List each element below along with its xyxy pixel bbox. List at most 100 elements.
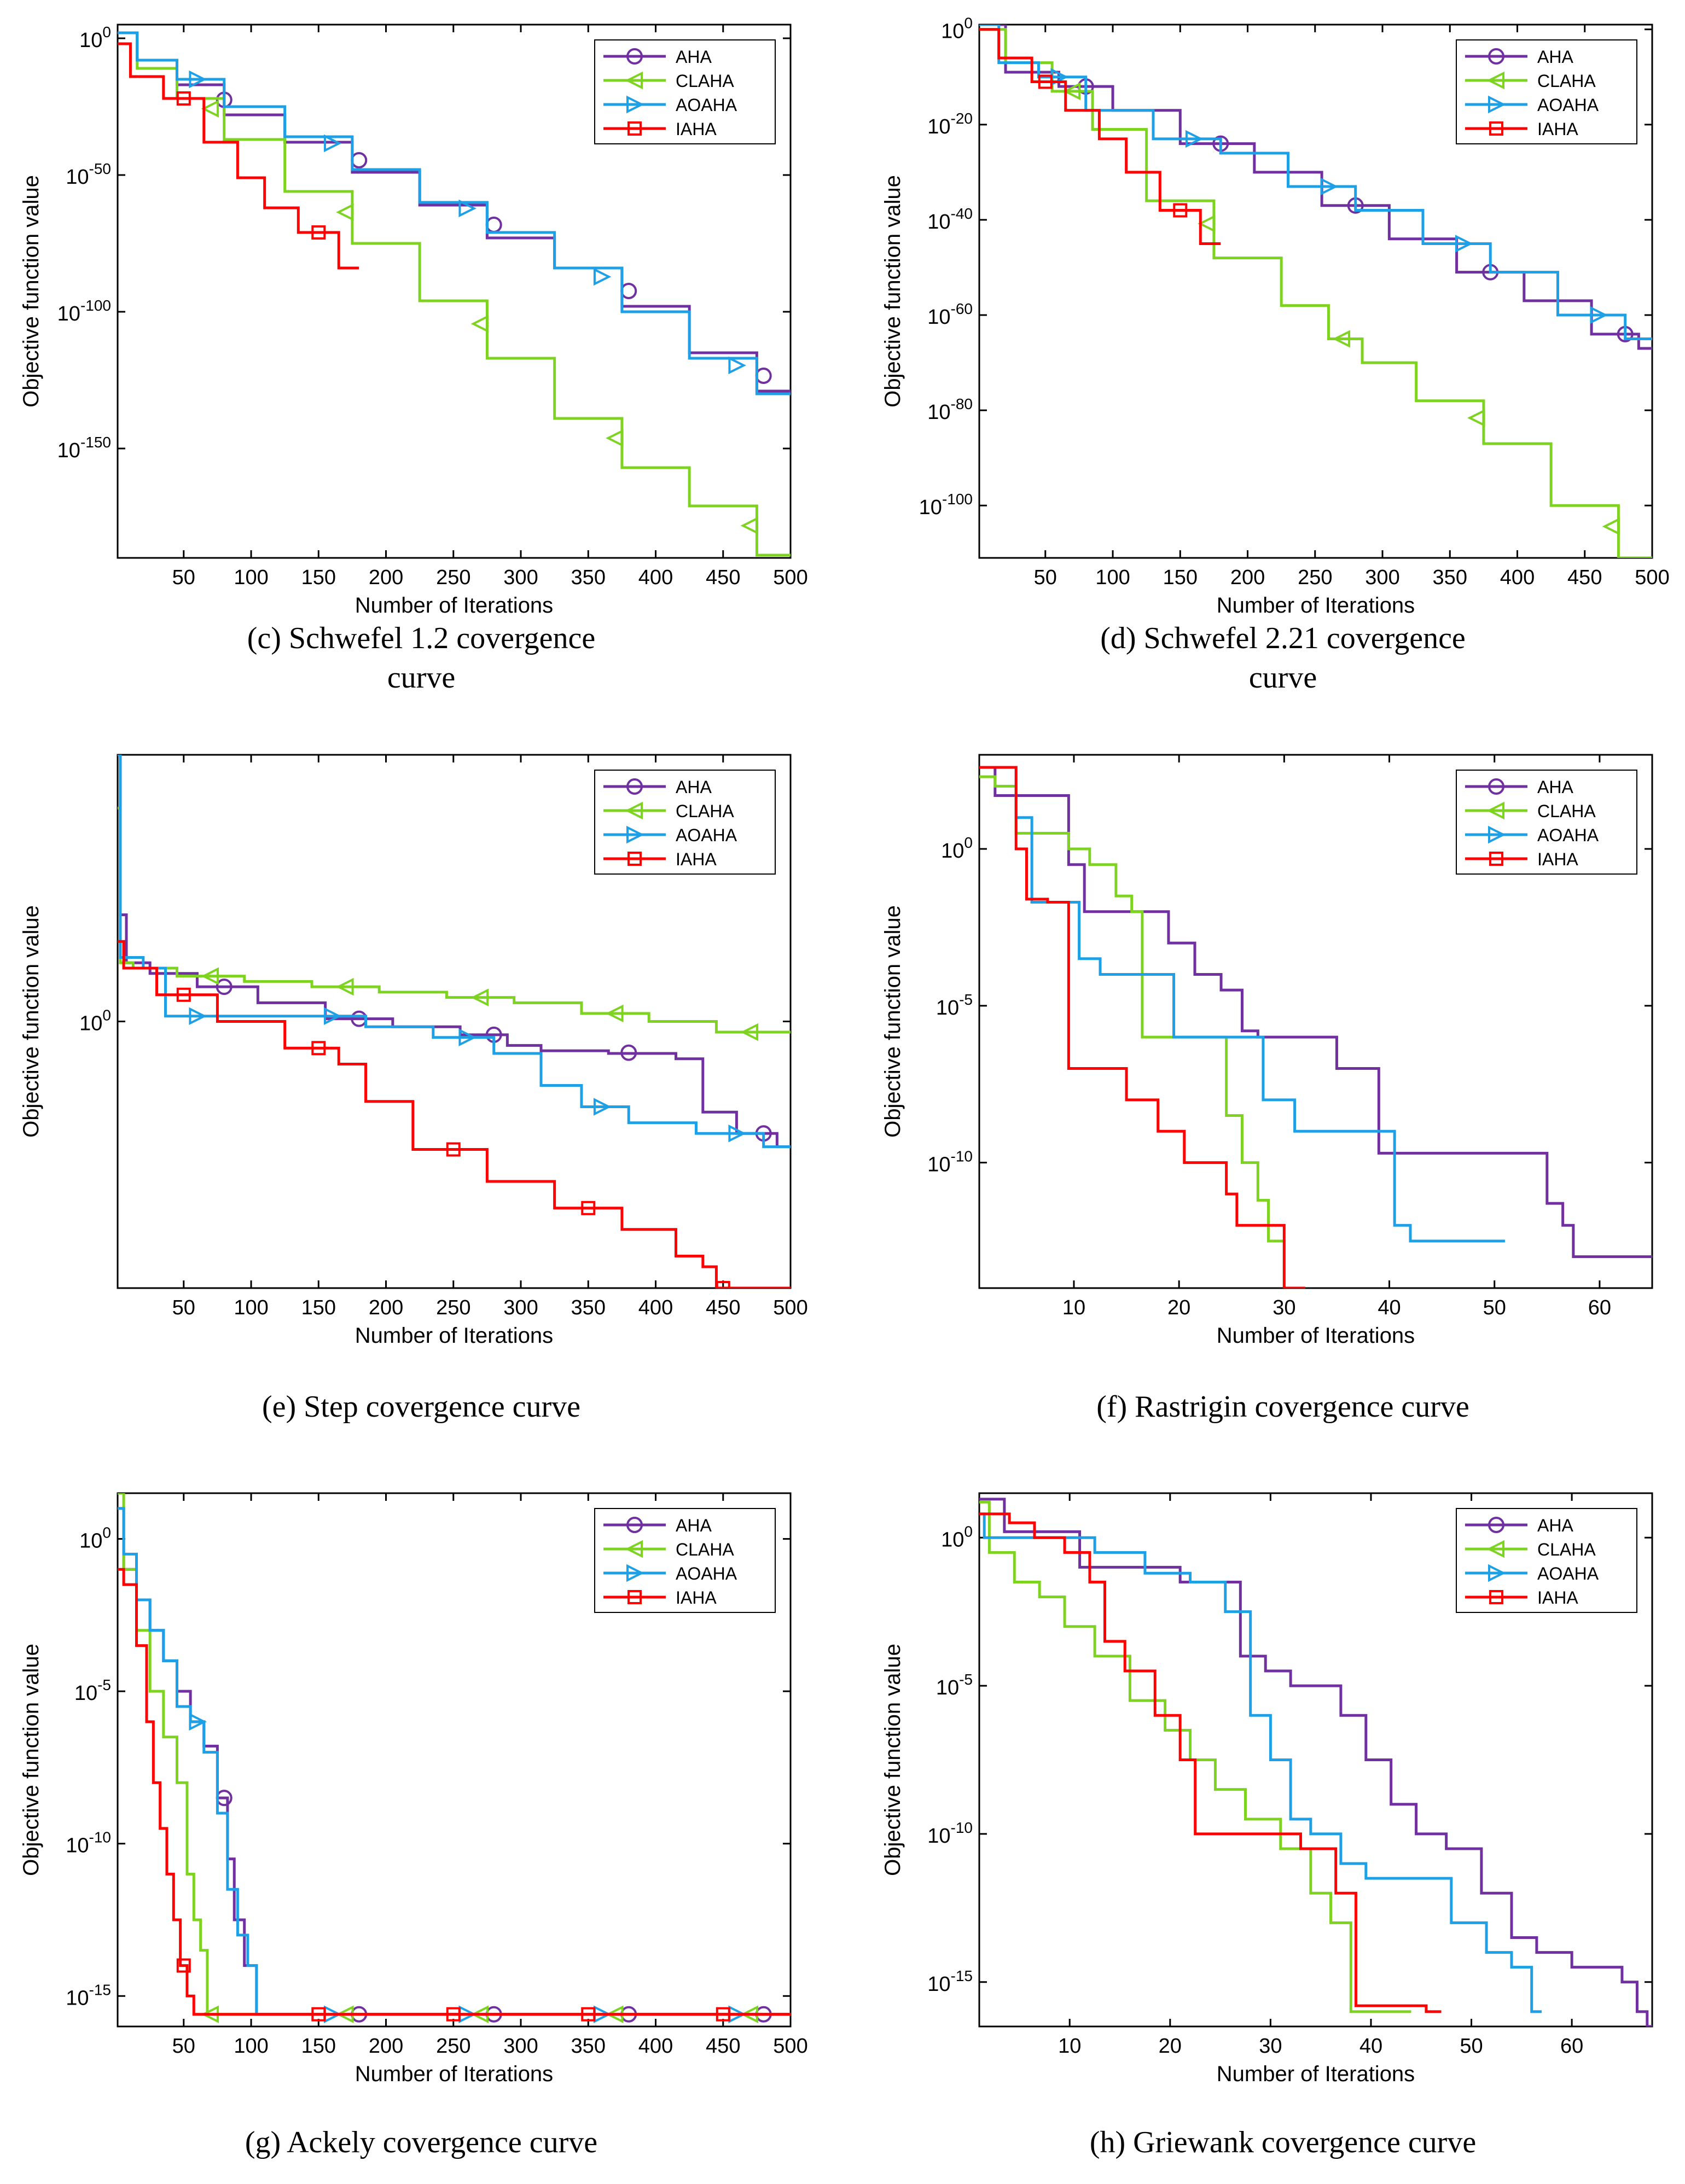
x-tick-label: 500	[773, 2035, 807, 2058]
series-marker-claha	[1062, 82, 1081, 101]
legend-label-claha: CLAHA	[676, 71, 734, 91]
legend-label-claha: CLAHA	[1537, 801, 1596, 821]
legend-label-aha: AHA	[1537, 47, 1573, 67]
legend-marker-aoaha	[626, 825, 644, 844]
legend-label-aha: AHA	[676, 1516, 712, 1535]
legend-marker-aoaha	[626, 95, 644, 114]
series-line-iaha	[118, 940, 791, 1288]
series-marker-claha	[470, 315, 489, 333]
series-marker-iaha	[446, 1142, 461, 1157]
x-tick-label: 50	[1034, 566, 1057, 589]
x-tick-label: 300	[503, 1296, 538, 1319]
x-tick-label: 300	[503, 2035, 538, 2058]
legend-label-iaha: IAHA	[1537, 849, 1578, 869]
series-marker-iaha	[1038, 74, 1053, 89]
series-marker-aoaha	[593, 267, 612, 286]
chart-caption: curve	[1249, 661, 1317, 695]
legend-marker-claha	[1486, 71, 1504, 90]
series-marker-aoaha	[323, 134, 342, 153]
y-axis-label: Objective function value	[19, 1644, 43, 1876]
y-tick-label: 10-5	[936, 1671, 973, 1699]
x-tick-label: 450	[1567, 566, 1602, 589]
series-line-aoaha	[979, 25, 1652, 341]
series-line-iaha	[979, 28, 1221, 245]
series-group	[118, 31, 791, 557]
series-marker-claha	[1467, 409, 1485, 427]
legend-marker-claha	[1486, 801, 1504, 820]
x-tick-label: 60	[1560, 2035, 1583, 2058]
chart-g: 50 100 150 200 250 300 350 400 450 500 100 10-5 10-1…	[19, 1492, 808, 2159]
legend-marker-iaha	[627, 121, 642, 136]
legend-label-claha: CLAHA	[1537, 1540, 1596, 1559]
chart-caption: curve	[387, 661, 455, 695]
series-line-aoaha	[979, 1512, 1542, 2013]
chart-f: 10 20 30 40 50 60 100 10-5 10-10 Number of Iterat…	[881, 754, 1653, 1424]
x-tick-label: 100	[1095, 566, 1130, 589]
y-tick-label: 10-5	[936, 991, 973, 1020]
x-tick-label: 20	[1167, 1296, 1190, 1319]
legend-marker-iaha	[1489, 852, 1503, 866]
x-tick-label: 100	[234, 1296, 268, 1319]
x-axis-label: Number of Iterations	[355, 593, 553, 618]
series-marker-claha	[336, 203, 354, 222]
series-marker-claha	[470, 988, 489, 1006]
y-tick-label: 100	[941, 834, 973, 863]
series-marker-claha	[740, 516, 759, 535]
series-marker-aoaha	[728, 356, 746, 375]
series-marker-claha	[740, 1023, 759, 1041]
legend-marker-claha	[625, 1540, 643, 1558]
legend-label-aha: AHA	[1537, 1516, 1573, 1535]
legend-marker-iaha	[627, 852, 642, 866]
legend: AHA CLAHA AOAHA IAHA	[594, 1508, 776, 1613]
x-tick-label: 30	[1273, 1296, 1295, 1319]
x-tick-label: 400	[638, 2035, 673, 2058]
chart-c: 50 100 150 200 250 300 350 400 450 500 100 10-50 10-…	[19, 24, 808, 695]
y-axis-label: Objective function value	[881, 1644, 905, 1876]
x-tick-label: 20	[1159, 2035, 1182, 2058]
x-axis-label: Number of Iterations	[1217, 593, 1415, 618]
series-marker-claha	[201, 967, 219, 985]
series-marker-claha	[1602, 517, 1620, 535]
x-tick-label: 150	[301, 566, 336, 589]
series-marker-aoaha	[1455, 235, 1473, 253]
y-axis-label: Objective function value	[19, 905, 43, 1138]
series-marker-iaha	[1173, 203, 1188, 218]
series-marker-aoaha	[1590, 306, 1608, 324]
series-line-iaha	[118, 1568, 791, 2016]
x-tick-label: 10	[1058, 2035, 1081, 2058]
chart-caption: (h) Griewank covergence curve	[1090, 2125, 1476, 2159]
legend-marker-aha	[626, 1517, 643, 1533]
series-marker-iaha	[311, 1041, 326, 1056]
legend-label-claha: CLAHA	[676, 801, 734, 821]
chart-caption: (f) Rastrigin covergence curve	[1096, 1390, 1469, 1424]
x-tick-label: 200	[369, 2035, 403, 2058]
legend-marker-aha	[1488, 778, 1504, 795]
y-tick-label: 10-40	[927, 205, 973, 234]
legend-label-aha: AHA	[1537, 777, 1573, 797]
x-tick-label: 250	[436, 566, 470, 589]
series-marker-aoaha	[728, 1125, 746, 1143]
legend-marker-claha	[1486, 1540, 1504, 1558]
y-tick-label: 10-5	[74, 1676, 111, 1705]
legend-marker-aoaha	[1488, 1564, 1506, 1582]
x-tick-label: 150	[301, 2035, 336, 2058]
legend-marker-iaha	[1489, 1590, 1503, 1604]
series-marker-aoaha	[189, 1007, 207, 1025]
series-group	[118, 755, 791, 1288]
series-marker-claha	[1198, 214, 1216, 233]
series-marker-aoaha	[189, 70, 207, 89]
x-tick-label: 100	[234, 566, 268, 589]
legend-marker-aha	[1488, 1517, 1504, 1533]
legend-marker-aha	[1488, 48, 1504, 65]
legend-label-aoaha: AOAHA	[676, 825, 737, 845]
x-tick-label: 50	[1460, 2035, 1483, 2058]
legend: AHA CLAHA AOAHA IAHA	[1456, 1508, 1637, 1613]
x-tick-label: 250	[1298, 566, 1332, 589]
legend-marker-aha	[626, 48, 643, 65]
y-tick-label: 10-10	[927, 1148, 973, 1177]
series-marker-aoaha	[189, 1713, 207, 1731]
x-tick-label: 100	[234, 2035, 268, 2058]
y-tick-label: 10-60	[927, 300, 973, 329]
legend-marker-iaha	[627, 1590, 642, 1604]
